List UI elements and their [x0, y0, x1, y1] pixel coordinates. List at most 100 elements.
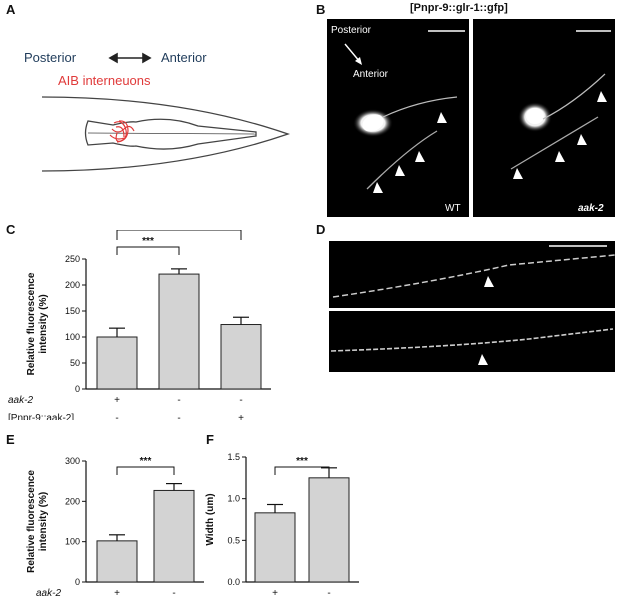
strip-top-image	[332, 245, 615, 298]
panel-label-a: A	[6, 2, 16, 17]
genotype-mark: -	[177, 395, 180, 406]
neurite	[330, 328, 614, 352]
y-axis-label-line: intensity (%)	[38, 294, 49, 353]
arrowhead-marker	[597, 91, 607, 102]
y-tick-label: 0.0	[227, 577, 240, 587]
y-tick-label: 200	[65, 280, 80, 290]
soma	[362, 114, 384, 132]
panel-label-b: B	[316, 2, 326, 17]
genotype-mark: -	[115, 413, 118, 420]
chart-f: 0.0 0.5 1.0 1.5 Width (um) + - ***	[205, 452, 359, 599]
y-tick-label: 300	[65, 456, 80, 466]
arrowhead-marker	[478, 354, 488, 365]
y-tick-label: 1.5	[227, 452, 240, 462]
arrowhead-marker	[577, 134, 587, 145]
y-axis-label-line: Relative fluorescence	[26, 272, 37, 375]
bar	[254, 512, 296, 583]
posterior-label-b: Posterior	[331, 25, 372, 36]
strip-bottom-image	[330, 328, 614, 365]
arrowhead-marker	[395, 165, 405, 176]
bar	[308, 477, 350, 583]
y-tick-label: 150	[65, 306, 80, 316]
bar	[96, 540, 138, 583]
genotype-row-label: aak-2	[8, 395, 33, 406]
y-tick-label: 0.5	[227, 535, 240, 545]
bar	[153, 489, 195, 583]
y-axis-label: Relative fluorescenceintensity (%)	[26, 272, 49, 375]
significance-bracket	[274, 466, 330, 475]
soma	[526, 108, 544, 124]
panel-label-f: F	[206, 432, 214, 447]
arrowhead-marker	[373, 182, 383, 193]
genotype-mark: +	[272, 588, 278, 599]
genotype-mark: +	[114, 588, 120, 599]
panel-label-d: D	[316, 222, 326, 237]
micrograph-wt: Posterior Anterior WT	[327, 19, 469, 217]
genotype-mark: +	[114, 395, 120, 406]
genotype-mark: -	[327, 588, 330, 599]
direction-arrow	[108, 52, 152, 64]
panel-label-e: E	[6, 432, 15, 447]
aib-interneuron-drawing	[109, 120, 135, 143]
y-tick-label: 250	[65, 254, 80, 264]
significance-label: ***	[296, 456, 308, 467]
genotype-row-label: aak-2	[36, 588, 61, 599]
arrowhead-marker	[555, 151, 565, 162]
significance-bracket	[116, 246, 180, 255]
micrograph-strip-bottom	[329, 311, 615, 372]
significance-label: ***	[142, 236, 154, 247]
chart-c: 0 50 100 150 200 250 Relative fluorescenceinte…	[8, 230, 271, 420]
micrograph-aak-2-image: aak-2	[510, 30, 611, 214]
bar	[96, 336, 138, 390]
y-axis-label: Relative fluorescenceintensity (%)	[26, 470, 49, 573]
posterior-label: Posterior	[24, 50, 77, 65]
panel-label-c: C	[6, 222, 16, 237]
neurite-upper	[382, 96, 458, 118]
arrowhead-marker	[437, 112, 447, 123]
panel-b-title-text: [Pnpr-9::glr-1::gfp]	[410, 2, 508, 14]
anterior-label-b: Anterior	[353, 69, 389, 80]
y-axis-label-line: intensity (%)	[38, 492, 49, 551]
y-axis-label-line: Width (um)	[205, 493, 216, 545]
arrowhead-marker	[415, 151, 425, 162]
y-axis-label: Width (um)	[205, 493, 216, 545]
worm-schematic: Posterior Anterior AIB interneuons	[24, 50, 290, 172]
neurite-lower	[510, 116, 599, 170]
bar	[158, 273, 200, 390]
neurite	[332, 254, 615, 298]
genotype-row-label: [Pnpr-9::aak-2]	[8, 413, 74, 420]
arrowhead-marker	[484, 276, 494, 287]
neurite-lower	[366, 130, 438, 190]
panel-b-title: [Pnpr-9::glr-1::gfp]	[410, 2, 508, 14]
micrograph-wt-image: Posterior Anterior WT	[331, 25, 465, 214]
significance-bracket	[116, 466, 175, 475]
y-tick-label: 0	[75, 384, 80, 394]
significance-bracket	[116, 230, 242, 240]
significance-label: ***	[140, 456, 152, 467]
genotype-mark: -	[172, 588, 175, 599]
arrowhead-marker	[513, 168, 523, 179]
aib-interneurons-label: AIB interneuons	[58, 73, 151, 88]
worm-pharynx-lumen	[87, 132, 257, 135]
worm-body-outline	[41, 96, 290, 172]
genotype-mark: -	[177, 413, 180, 420]
y-axis-label-line: Relative fluorescence	[26, 470, 37, 573]
y-tick-label: 200	[65, 496, 80, 506]
y-tick-label: 1.0	[227, 494, 240, 504]
y-tick-label: 100	[65, 537, 80, 547]
aak-2-label: aak-2	[578, 203, 604, 214]
micrograph-aak-2: aak-2	[473, 19, 615, 217]
orientation-arrowhead	[355, 57, 362, 65]
y-tick-label: 100	[65, 332, 80, 342]
genotype-mark: -	[239, 395, 242, 406]
bar	[220, 324, 262, 390]
worm-pharynx	[84, 118, 257, 150]
chart-e: 0 100 200 300 Relative fluorescenceintensity…	[26, 456, 204, 599]
neurite-upper	[542, 73, 606, 120]
y-tick-label: 50	[70, 358, 80, 368]
genotype-mark: +	[238, 413, 244, 420]
y-tick-label: 0	[75, 577, 80, 587]
anterior-label: Anterior	[161, 50, 207, 65]
micrograph-strip-top	[329, 241, 615, 308]
wt-label: WT	[445, 203, 461, 214]
